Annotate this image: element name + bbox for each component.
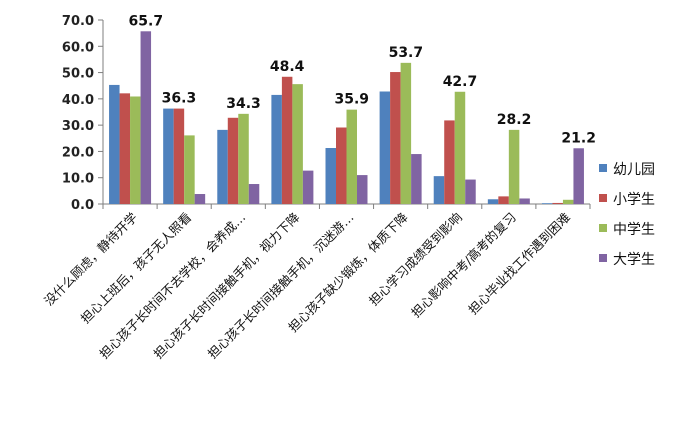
bar (271, 94, 282, 204)
bar (336, 127, 347, 204)
data-label: 36.3 (162, 91, 197, 107)
y-tick-label: 10.0 (62, 172, 94, 187)
legend-swatch (599, 254, 607, 262)
legend-label: 中学生 (613, 222, 655, 238)
y-tick-label: 60.0 (62, 40, 94, 55)
bar (130, 96, 141, 204)
bar (119, 93, 131, 204)
bar (562, 199, 574, 204)
y-tick-label: 20.0 (62, 145, 94, 160)
data-label: 65.7 (129, 13, 164, 29)
legend-swatch (599, 224, 607, 232)
category-label: 没什么顾虑，静待开学 (41, 210, 140, 309)
y-tick-label: 70.0 (62, 14, 94, 29)
category-labels: 没什么顾虑，静待开学担心上班后，孩子无人照看担心孩子长时间不去学校，会养成…担心… (41, 209, 573, 361)
bar (140, 31, 152, 204)
bar (238, 113, 249, 204)
bar (173, 108, 185, 204)
bar (444, 120, 455, 204)
y-tick-label: 50.0 (62, 67, 94, 82)
y-tick-label: 40.0 (62, 93, 94, 108)
bar (194, 194, 206, 204)
bar (379, 91, 391, 204)
bar (217, 129, 228, 204)
category-label: 担心影响中考/高考的复习 (408, 210, 519, 321)
legend-swatch (599, 194, 607, 202)
y-tick-label: 0.0 (71, 198, 94, 213)
bar (498, 196, 509, 204)
bar (433, 176, 445, 204)
data-label: 35.9 (334, 92, 369, 108)
bar (508, 129, 520, 204)
bar (454, 91, 466, 204)
legend-label: 幼儿园 (613, 162, 655, 178)
bar (325, 148, 336, 204)
bar (541, 203, 553, 204)
bar (163, 108, 174, 204)
bar (357, 175, 368, 204)
bar (519, 198, 530, 204)
bar (487, 199, 499, 204)
data-label: 53.7 (389, 45, 424, 61)
bar (109, 84, 120, 204)
bar (281, 76, 293, 204)
bar (390, 72, 401, 204)
data-labels: 65.7 36.3 34.3 48.4 35.9 53.7 42.7 28.2 21.2 (129, 13, 596, 146)
bar (227, 117, 239, 204)
bar (184, 135, 195, 204)
legend-label: 小学生 (613, 192, 655, 208)
data-label: 42.7 (443, 74, 478, 90)
data-label: 34.3 (226, 96, 261, 112)
bar (346, 109, 357, 204)
data-label: 28.2 (497, 112, 532, 128)
bar (302, 170, 314, 204)
bar (465, 179, 476, 204)
legend-label: 大学生 (613, 252, 655, 268)
bar (411, 154, 422, 204)
bar (573, 148, 584, 204)
category-label: 担心学习成绩受到影响 (366, 210, 465, 309)
bars (109, 31, 584, 204)
bar (552, 202, 563, 204)
bar (248, 184, 260, 204)
data-label: 48.4 (270, 59, 305, 75)
legend-swatch (599, 164, 607, 172)
y-tick-label: 30.0 (62, 119, 94, 134)
data-label: 21.2 (561, 130, 596, 146)
bar (292, 84, 303, 204)
bar (400, 62, 412, 204)
category-label: 担心上班后，孩子无人照看 (78, 210, 195, 327)
category-label: 担心毕业找工作遇到困难 (465, 210, 573, 318)
